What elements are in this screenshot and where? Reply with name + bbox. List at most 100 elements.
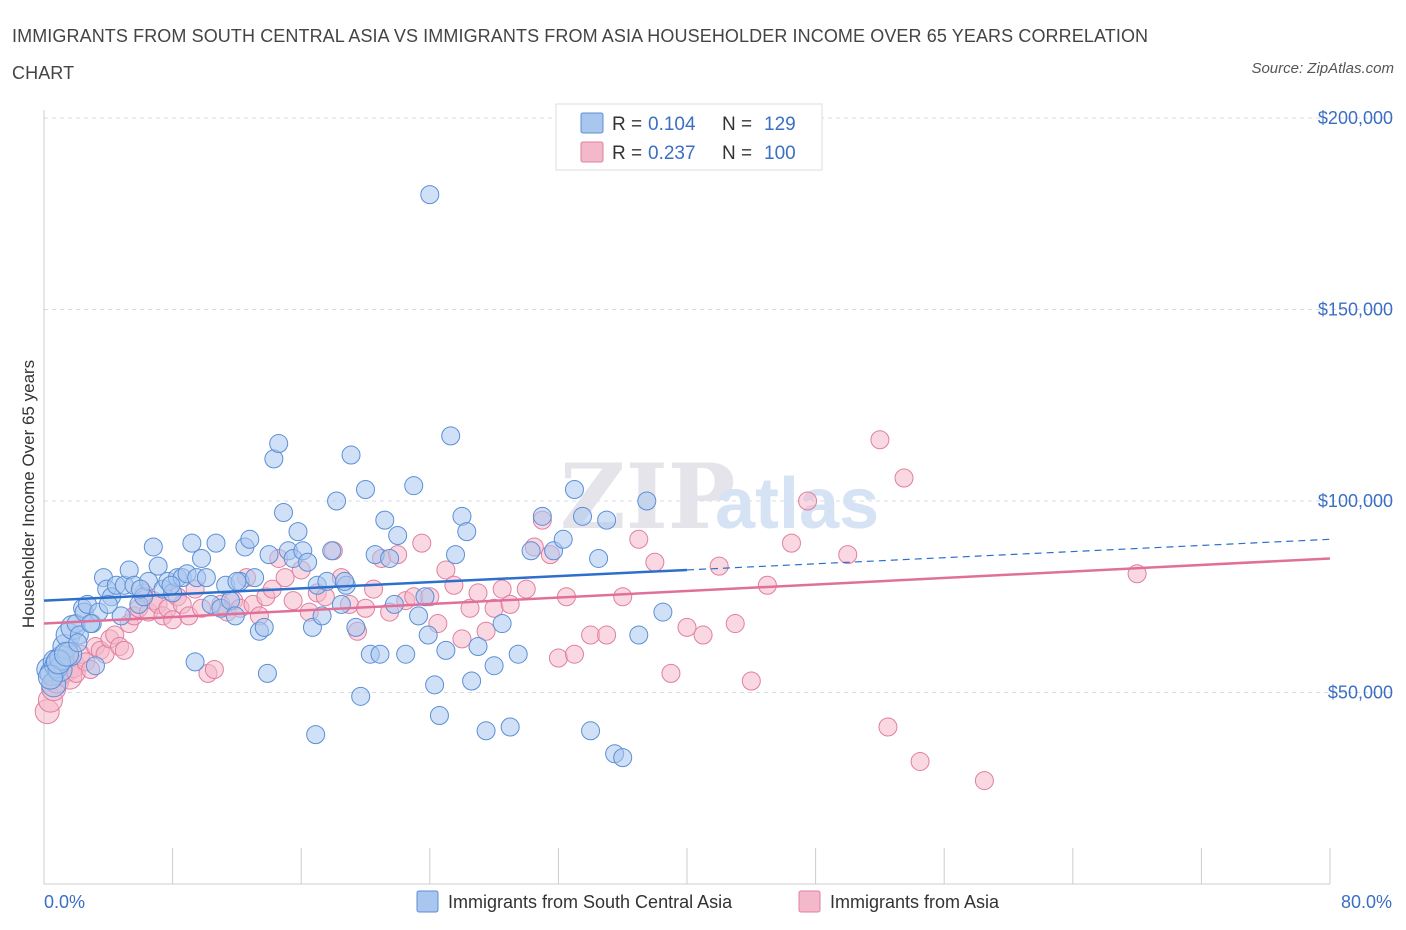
series-legend-swatch-pink	[798, 890, 821, 913]
data-point	[500, 717, 520, 737]
data-point	[327, 491, 347, 511]
data-point	[629, 625, 649, 645]
data-point	[573, 506, 593, 526]
y-tick-labels: $50,000 $100,000 $150,000 $200,000	[1318, 108, 1393, 703]
series-legend-label-blue: Immigrants from South Central Asia	[448, 892, 733, 912]
data-point	[452, 629, 472, 649]
data-point	[396, 644, 416, 664]
data-point	[492, 579, 512, 599]
data-point	[380, 548, 400, 568]
watermark-atlas: atlas	[715, 464, 879, 544]
pink-trend-line	[43, 557, 1331, 625]
x-tick-label-min: 0.0%	[44, 892, 85, 912]
data-point	[693, 625, 713, 645]
data-point	[114, 640, 134, 660]
data-point	[429, 705, 449, 725]
series-legend: Immigrants from South Central Asia Immig…	[416, 890, 1000, 913]
data-point	[457, 522, 477, 542]
y-tick-label: $50,000	[1328, 683, 1393, 703]
data-point	[163, 610, 183, 630]
data-point	[613, 748, 633, 768]
data-point	[312, 606, 332, 626]
data-point	[476, 721, 496, 741]
data-point	[81, 614, 101, 634]
data-point	[206, 533, 226, 553]
data-point	[581, 625, 601, 645]
data-point	[436, 560, 456, 580]
data-point	[298, 552, 318, 572]
data-point	[283, 591, 303, 611]
data-point	[564, 480, 584, 500]
data-point	[476, 621, 496, 641]
data-point	[581, 721, 601, 741]
chart-title: IMMIGRANTS FROM SOUTH CENTRAL ASIA VS IM…	[12, 26, 1149, 83]
data-point	[192, 548, 212, 568]
data-point	[412, 533, 432, 553]
data-point	[288, 522, 308, 542]
data-point	[564, 644, 584, 664]
data-point	[420, 185, 440, 205]
trend-lines	[43, 538, 1331, 625]
data-point	[322, 541, 342, 561]
legend-swatch-blue	[580, 112, 604, 134]
data-point	[269, 434, 289, 454]
legend-r-value-blue: 0.104	[648, 114, 696, 135]
data-point	[375, 510, 395, 530]
data-point	[446, 545, 466, 565]
data-point	[388, 525, 408, 545]
data-point	[418, 625, 438, 645]
data-point	[516, 579, 536, 599]
data-point	[161, 575, 181, 595]
legend-r-label-pink: R =	[612, 143, 642, 164]
series-legend-label-pink: Immigrants from Asia	[830, 892, 1000, 912]
legend-r-value-pink: 0.237	[648, 143, 696, 164]
data-point	[870, 430, 890, 450]
data-point	[460, 598, 480, 618]
data-point	[68, 633, 88, 653]
data-point	[521, 541, 541, 561]
data-point	[259, 545, 279, 565]
data-point	[613, 587, 633, 607]
data-point	[130, 579, 150, 599]
data-point	[85, 656, 105, 676]
data-point	[548, 648, 568, 668]
data-point	[629, 529, 649, 549]
data-point	[370, 644, 390, 664]
data-point	[661, 663, 681, 683]
legend-swatch-pink	[580, 141, 604, 163]
data-point	[331, 594, 351, 614]
series-legend-swatch-blue	[416, 890, 439, 913]
data-point	[306, 725, 326, 745]
legend-n-value-blue: 129	[764, 114, 796, 135]
data-point	[757, 575, 777, 595]
data-point	[148, 556, 168, 576]
data-point	[351, 686, 371, 706]
legend-n-label-pink: N =	[722, 143, 752, 164]
data-point	[196, 568, 216, 588]
data-point	[240, 529, 260, 549]
data-point	[878, 717, 898, 737]
y-tick-label: $100,000	[1318, 491, 1393, 511]
data-point	[182, 533, 202, 553]
data-point	[709, 556, 729, 576]
blue-trend-line	[43, 568, 688, 602]
data-point	[436, 640, 456, 660]
data-point	[409, 606, 429, 626]
y-tick-label: $150,000	[1318, 300, 1393, 320]
data-point	[838, 545, 858, 565]
data-point	[404, 476, 424, 496]
data-point	[227, 571, 247, 591]
data-point	[415, 587, 435, 607]
data-point	[356, 480, 375, 500]
data-point	[653, 602, 673, 622]
data-point	[204, 660, 224, 680]
y-axis-title: Householder Income Over 65 years	[19, 360, 38, 628]
data-point	[425, 675, 445, 695]
data-point	[974, 771, 994, 791]
data-point	[257, 663, 277, 683]
data-point	[185, 652, 205, 672]
correlation-legend: R = 0.104 N = 129 R = 0.237 N = 100	[555, 103, 823, 171]
data-point	[798, 491, 818, 511]
watermark: ZIP atlas	[560, 444, 879, 550]
